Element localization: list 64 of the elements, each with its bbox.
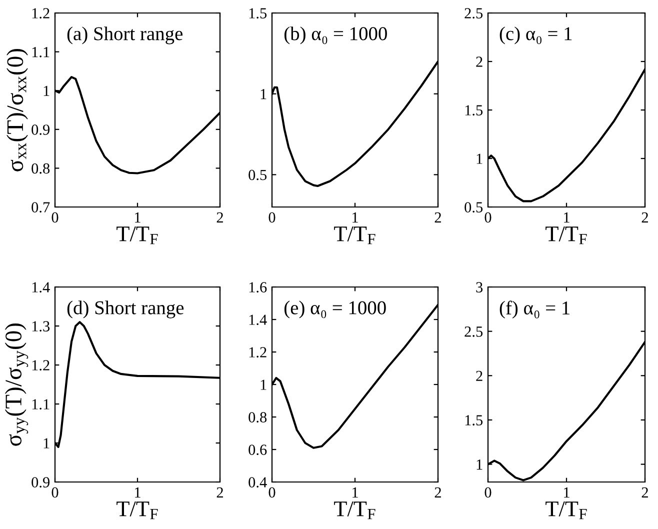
y-tick-label: 1 (260, 89, 266, 100)
y-tick-label: 1 (260, 380, 266, 390)
y-tick-label: 1.2 (32, 360, 50, 371)
x-tick-label: 1 (564, 487, 570, 498)
y-tick-label: 0.5 (464, 202, 483, 213)
x-tick-label: 1 (135, 212, 140, 222)
y-tick-label: 1.4 (249, 314, 267, 326)
y-tick-label: 3 (476, 282, 483, 292)
y-tick-label: 0.8 (248, 412, 267, 423)
x-tick-label: 2 (216, 487, 223, 498)
x-tick-label: 1 (352, 487, 358, 498)
y-axis-title: σ$_{yy}$(T)/σ$_{yy}$(0) (4, 324, 28, 446)
x-tick-label: 2 (434, 487, 441, 498)
y-tick-label: 1 (44, 438, 50, 448)
y-tick-label: 1.3 (32, 321, 50, 332)
x-tick-label: 0 (484, 212, 492, 223)
y-tick-label: 0.7 (32, 202, 50, 213)
y-tick-label: 1 (44, 86, 50, 96)
y-axis-title: σ$_{xx}$(T)/σ$_{xx}$(0) (6, 49, 28, 172)
y-tick-label: 0.8 (32, 163, 50, 174)
x-axis-title: T/T$_{F}$ (116, 226, 158, 244)
y-tick-label: 1.1 (32, 399, 50, 410)
x-axis-title: T/T$_{F}$ (116, 501, 158, 520)
y-tick-label: 1.5 (465, 415, 483, 426)
x-tick-label: 0 (52, 487, 58, 498)
x-axis-title: T/T$_{F}$ (546, 501, 587, 520)
y-tick-label: 1 (476, 459, 482, 470)
y-tick-label: 1.5 (249, 8, 267, 19)
text: (c) α₀ = 1 (500, 26, 572, 44)
y-tick-label: 0.5 (248, 170, 267, 180)
x-tick-label: 2 (642, 212, 648, 222)
x-tick-label: 2 (434, 212, 441, 222)
y-tick-label: 0.9 (32, 477, 50, 488)
text: (d) Short range (67, 300, 184, 318)
x-tick-label: 1 (135, 487, 140, 498)
y-tick-label: 1.4 (32, 282, 50, 293)
y-tick-label: 1.2 (249, 347, 266, 358)
y-tick-label: 2 (476, 56, 482, 67)
y-tick-label: 1 (476, 154, 482, 164)
y-tick-label: 2.5 (464, 8, 483, 19)
text: (b) α₀ = 1000 (284, 26, 387, 44)
y-tick-label: 0.6 (248, 444, 267, 456)
text: (f) α₀ = 1 (500, 300, 570, 318)
y-tick-label: 1.1 (32, 47, 50, 58)
x-tick-label: 1 (352, 212, 358, 222)
x-tick-label: 0 (268, 487, 276, 498)
x-axis-title: T/T$_{F}$ (546, 226, 587, 244)
x-tick-label: 1 (564, 212, 570, 222)
y-tick-label: 1.5 (465, 105, 483, 116)
y-tick-label: 2.5 (464, 326, 483, 337)
y-tick-label: 2 (476, 370, 482, 381)
x-axis-title: T/T$_{F}$ (334, 226, 376, 244)
y-tick-label: 1.2 (32, 8, 50, 19)
x-tick-label: 0 (484, 487, 492, 498)
text: (e) α₀ = 1000 (284, 300, 386, 318)
y-tick-label: 0.9 (32, 124, 50, 135)
x-tick-label: 0 (52, 212, 58, 223)
y-tick-label: 1.6 (249, 282, 267, 293)
x-tick-label: 2 (216, 212, 223, 222)
x-tick-label: 0 (268, 212, 276, 223)
text: (a) Short range (67, 26, 182, 44)
y-tick-label: 0.4 (248, 477, 267, 488)
x-axis-title: T/T$_{F}$ (334, 501, 376, 520)
x-tick-label: 2 (642, 487, 648, 498)
